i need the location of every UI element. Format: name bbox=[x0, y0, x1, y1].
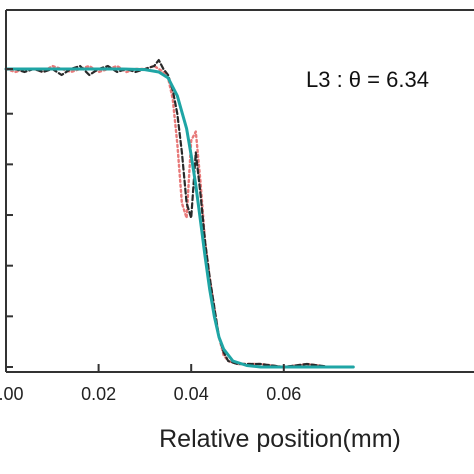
ticks-layer: 0.00 0.02 0.04 0.06 bbox=[0, 68, 301, 404]
x-tick-label-3: 0.06 bbox=[266, 384, 301, 404]
axes-layer bbox=[5, 9, 474, 373]
annotation-label: L3 : θ = 6.34 bbox=[306, 67, 429, 92]
series-line-3 bbox=[4, 67, 355, 369]
series-layer bbox=[4, 58, 355, 369]
x-axis-label: Relative position(mm) bbox=[159, 425, 401, 453]
x-tick-label-1: 0.02 bbox=[81, 384, 116, 404]
x-tick-label-2: 0.04 bbox=[174, 384, 209, 404]
series-line-2 bbox=[4, 58, 355, 369]
x-tick-label-0: 0.00 bbox=[0, 384, 24, 404]
